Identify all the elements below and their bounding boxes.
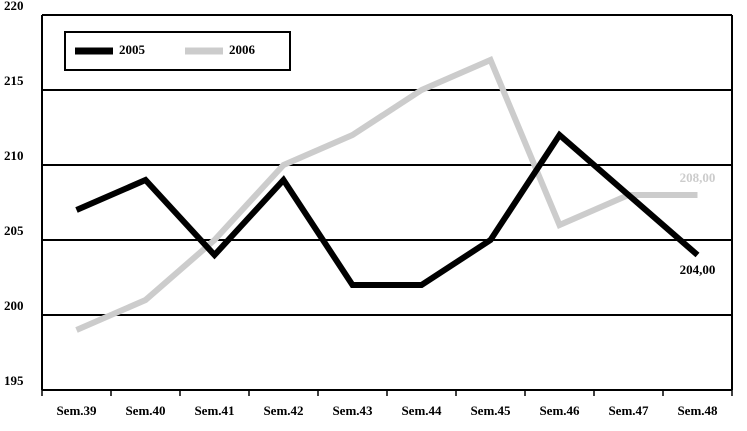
x-tick-label: Sem.46 [539,403,580,418]
x-tick-label: Sem.48 [677,403,718,418]
value-label: 204,00 [680,262,716,277]
x-tick-label: Sem.43 [332,403,373,418]
x-tick-label: Sem.45 [470,403,511,418]
x-tick-label: Sem.40 [125,403,165,418]
y-tick-label: 215 [4,73,24,88]
legend-label: 2005 [119,42,146,57]
x-tick-label: Sem.41 [194,403,234,418]
x-tick-label: Sem.44 [401,403,442,418]
y-tick-label: 200 [4,298,24,313]
x-tick-label: Sem.39 [56,403,97,418]
x-tick-label: Sem.42 [263,403,303,418]
y-tick-label: 195 [4,373,24,388]
x-tick-label: Sem.47 [608,403,649,418]
series-line [75,130,700,288]
y-tick-label: 210 [4,148,24,163]
y-tick-label: 220 [4,0,24,13]
y-tick-label: 205 [4,223,24,238]
series-line [75,56,698,333]
value-label: 208,00 [680,170,716,185]
legend-label: 2006 [229,42,256,57]
